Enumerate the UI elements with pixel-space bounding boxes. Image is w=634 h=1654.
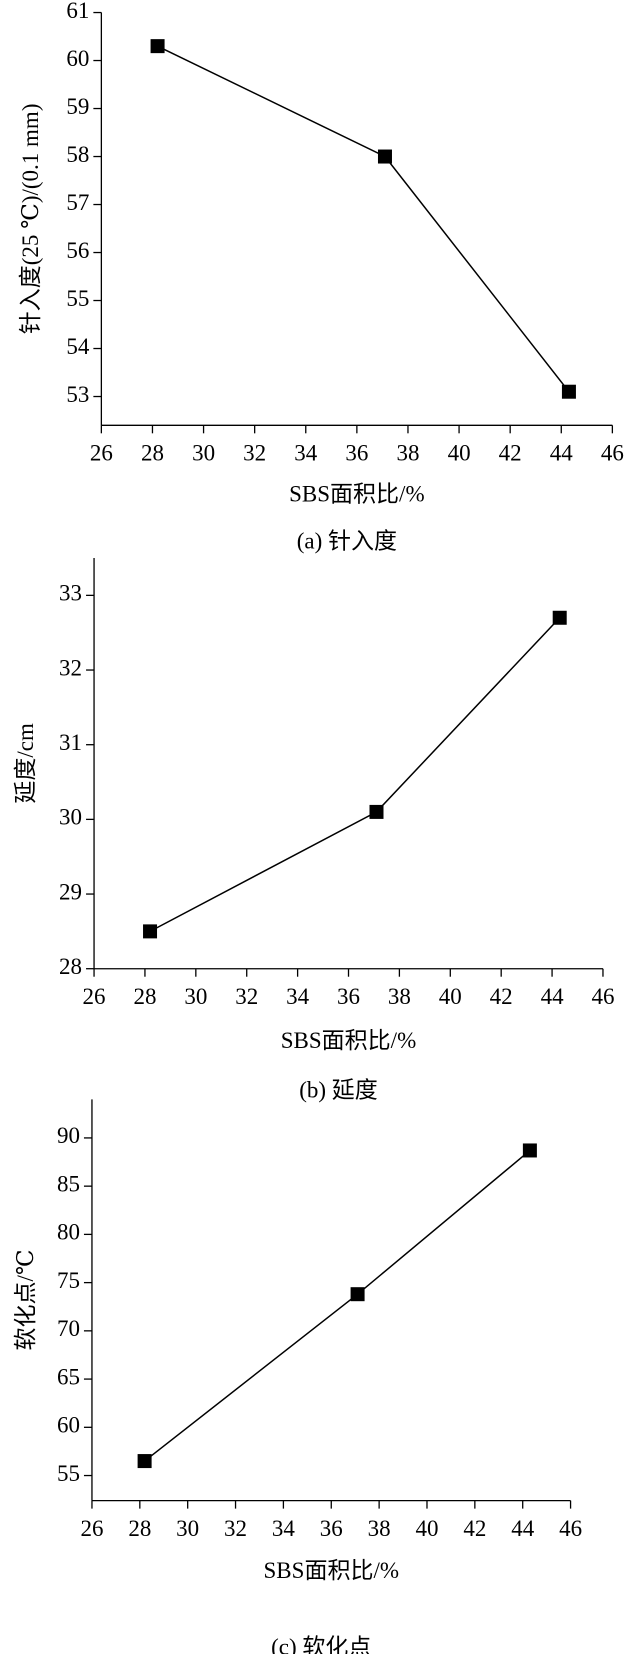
y-tick-label: 60 — [66, 46, 89, 71]
data-point — [522, 1143, 537, 1158]
y-tick-label: 28 — [59, 954, 82, 979]
caption: (c) 软化点 — [271, 1634, 371, 1654]
y-tick-label: 80 — [57, 1220, 80, 1245]
x-tick-label: 32 — [224, 1516, 247, 1541]
x-tick-label: 42 — [499, 441, 522, 466]
x-tick-label: 44 — [550, 441, 574, 466]
x-tick-label: 44 — [511, 1516, 535, 1541]
data-line — [149, 617, 561, 933]
x-tick-label: 38 — [396, 441, 419, 466]
x-tick-label: 32 — [243, 441, 266, 466]
y-tick-label: 32 — [59, 655, 82, 680]
y-tick-label: 59 — [66, 94, 89, 119]
x-tick-label: 40 — [415, 1516, 438, 1541]
y-tick-label: 30 — [59, 805, 82, 830]
y-axis-label: 软化点/℃ — [13, 1249, 38, 1350]
x-tick-label: 30 — [176, 1516, 199, 1541]
y-tick-label: 60 — [57, 1413, 80, 1438]
x-tick-label: 26 — [80, 1516, 103, 1541]
x-tick-label: 34 — [272, 1516, 296, 1541]
x-tick-label: 36 — [320, 1516, 343, 1541]
y-tick-label: 31 — [59, 730, 82, 755]
x-tick-label: 28 — [128, 1516, 151, 1541]
y-axis-label: 延度/cm — [13, 723, 38, 804]
y-tick-label: 55 — [57, 1461, 80, 1486]
x-tick-label: 36 — [337, 984, 360, 1009]
y-tick-label: 61 — [66, 0, 89, 23]
data-point — [561, 384, 576, 399]
y-tick-label: 56 — [66, 238, 89, 263]
y-tick-label: 90 — [57, 1123, 80, 1148]
x-axis-label: SBS面积比/% — [264, 1558, 399, 1583]
x-tick-label: 46 — [559, 1516, 582, 1541]
x-tick-label: 40 — [448, 441, 471, 466]
x-tick-label: 40 — [439, 984, 462, 1009]
y-axis-label: 针入度(25 ℃)/(0.1 mm) — [18, 104, 43, 335]
data-line — [157, 45, 570, 393]
x-tick-label: 32 — [235, 984, 258, 1009]
caption: (b) 延度 — [299, 1077, 378, 1102]
x-tick-label: 30 — [192, 441, 215, 466]
y-tick-label: 70 — [57, 1316, 80, 1341]
x-tick-label: 34 — [294, 441, 318, 466]
x-tick-label: 42 — [463, 1516, 486, 1541]
y-tick-label: 75 — [57, 1268, 80, 1293]
data-point — [137, 1454, 152, 1469]
y-tick-label: 53 — [66, 382, 89, 407]
x-axis-label: SBS面积比/% — [289, 482, 424, 507]
y-tick-label: 54 — [66, 334, 90, 359]
data-line — [144, 1149, 531, 1462]
data-point — [377, 149, 392, 164]
x-tick-label: 44 — [541, 984, 565, 1009]
x-tick-label: 42 — [490, 984, 513, 1009]
x-tick-label: 46 — [601, 441, 624, 466]
y-tick-label: 55 — [66, 286, 89, 311]
x-tick-label: 26 — [83, 984, 106, 1009]
data-point — [369, 804, 384, 819]
y-tick-label: 65 — [57, 1364, 80, 1389]
data-point — [350, 1287, 365, 1302]
x-tick-label: 28 — [141, 441, 164, 466]
x-tick-label: 26 — [90, 441, 113, 466]
data-point — [143, 924, 158, 939]
data-point — [552, 610, 567, 625]
y-tick-label: 57 — [66, 190, 89, 215]
data-point — [150, 39, 165, 54]
x-tick-label: 38 — [388, 984, 411, 1009]
x-tick-label: 38 — [368, 1516, 391, 1541]
y-tick-label: 85 — [57, 1171, 80, 1196]
caption: (a) 针入度 — [297, 529, 397, 554]
x-tick-label: 30 — [184, 984, 207, 1009]
x-axis-label: SBS面积比/% — [281, 1028, 416, 1053]
x-tick-label: 46 — [591, 984, 614, 1009]
x-tick-label: 28 — [133, 984, 156, 1009]
x-tick-label: 36 — [345, 441, 368, 466]
y-tick-label: 33 — [59, 581, 82, 606]
y-tick-label: 58 — [66, 142, 89, 167]
y-tick-label: 29 — [59, 879, 82, 904]
x-tick-label: 34 — [286, 984, 310, 1009]
